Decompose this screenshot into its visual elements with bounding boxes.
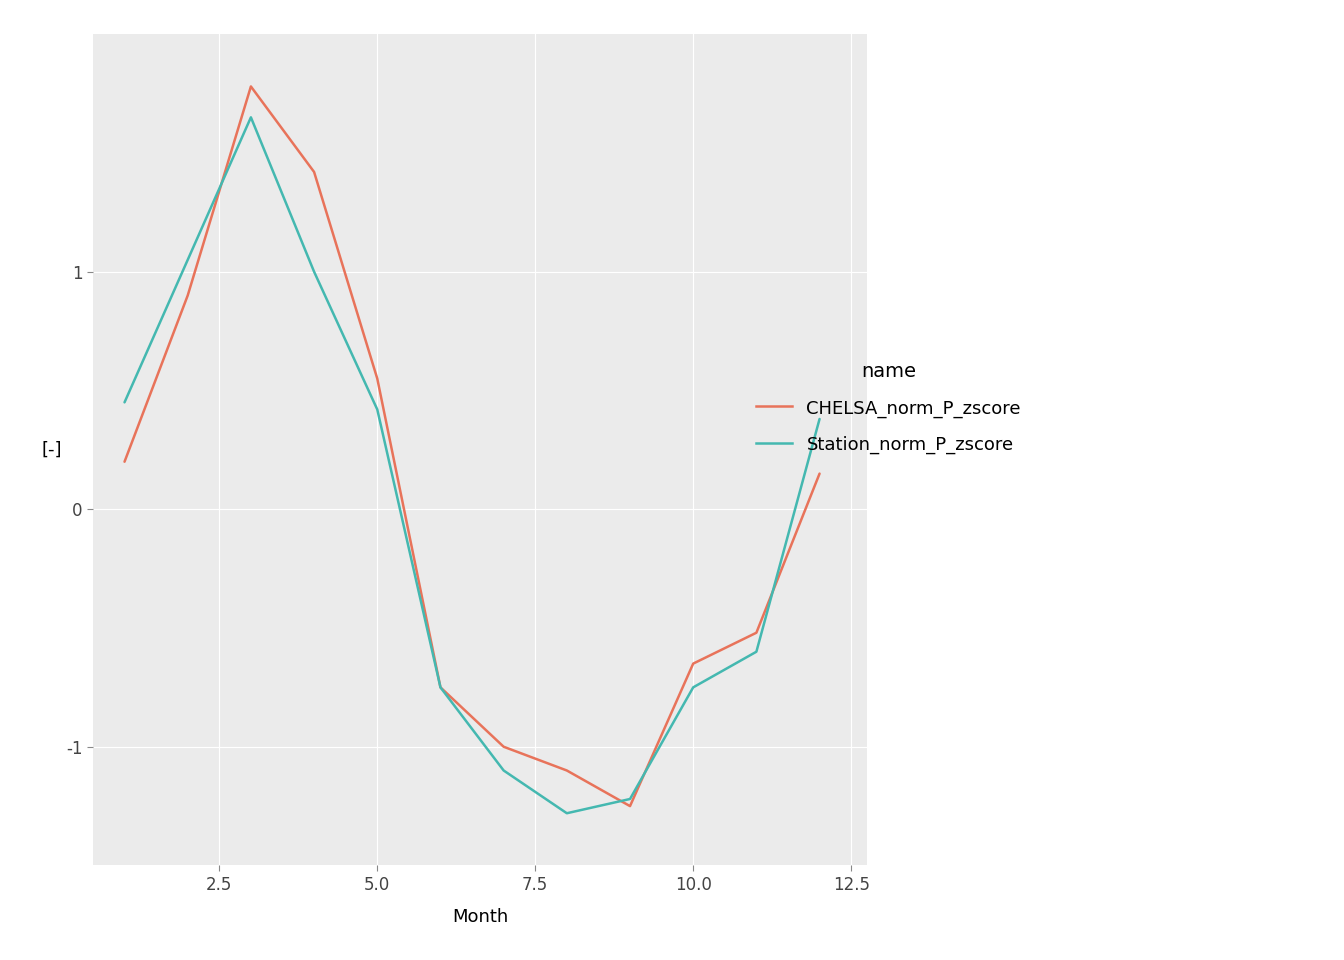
Legend: CHELSA_norm_P_zscore, Station_norm_P_zscore: CHELSA_norm_P_zscore, Station_norm_P_zsc… (749, 355, 1028, 462)
X-axis label: Month: Month (452, 908, 508, 925)
Y-axis label: [-]: [-] (42, 441, 62, 459)
